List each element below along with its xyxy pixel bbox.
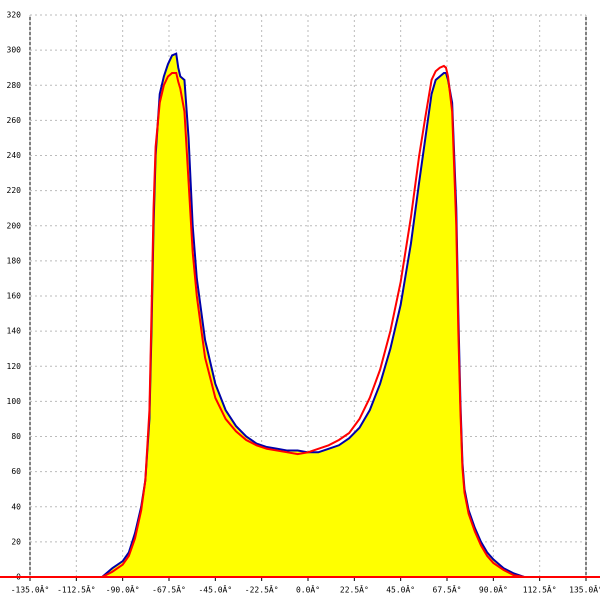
x-tick-label: 45.0Â° <box>386 584 415 595</box>
x-tick-label: 90.0Â° <box>479 584 508 595</box>
x-tick-label: -135.0Â° <box>11 584 50 595</box>
series-line <box>91 64 525 578</box>
y-tick-label: 240 <box>7 151 22 160</box>
y-tick-label: 200 <box>7 221 22 230</box>
y-tick-label: 120 <box>7 362 22 371</box>
y-tick-label: 100 <box>7 397 22 406</box>
x-tick-label: -45.0Â° <box>198 584 232 595</box>
y-tick-label: 80 <box>11 432 21 441</box>
x-tick-label: -90.0Â° <box>106 584 140 595</box>
x-tick-label: -22.5Â° <box>245 584 279 595</box>
y-tick-label: 40 <box>11 502 21 511</box>
y-tick-label: 280 <box>7 81 22 90</box>
y-tick-label: 300 <box>7 46 22 55</box>
x-tick-label: 135.0Â° <box>569 584 600 595</box>
y-tick-label: 220 <box>7 186 22 195</box>
y-tick-label: 20 <box>11 537 21 546</box>
x-tick-label: 22.5Â° <box>340 584 369 595</box>
y-tick-label: 320 <box>7 11 22 20</box>
y-tick-label: 180 <box>7 256 22 265</box>
area <box>91 53 525 577</box>
y-tick-label: 60 <box>11 467 21 476</box>
x-tick-label: -112.5Â° <box>57 584 96 595</box>
x-tick-label: 0.0Â° <box>296 584 320 595</box>
y-tick-label: 160 <box>7 292 22 301</box>
y-tick-label: 140 <box>7 327 22 336</box>
x-tick-label: 67.5Â° <box>433 584 462 595</box>
x-tick-label: 112.5Â° <box>523 584 557 595</box>
y-tick-label: 260 <box>7 116 22 125</box>
x-tick-label: -67.5Â° <box>152 584 186 595</box>
